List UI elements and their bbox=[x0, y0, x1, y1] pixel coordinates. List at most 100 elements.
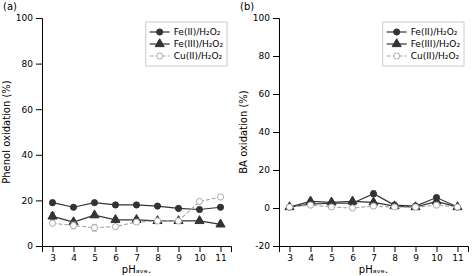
tick-mark bbox=[74, 246, 75, 252]
tick-label: 8 bbox=[392, 253, 398, 263]
tick: 80 bbox=[259, 51, 279, 61]
tick-label: 6 bbox=[113, 253, 119, 263]
error-bar bbox=[371, 191, 376, 197]
tick-mark bbox=[332, 246, 333, 252]
point bbox=[133, 202, 139, 208]
tick-label: 9 bbox=[413, 253, 419, 263]
tick: 6 bbox=[113, 246, 119, 263]
point bbox=[286, 204, 292, 210]
tick: 8 bbox=[155, 246, 161, 263]
point bbox=[154, 218, 160, 224]
legend-box bbox=[383, 22, 464, 66]
error-bar bbox=[92, 224, 97, 231]
axis-line bbox=[36, 19, 43, 247]
tick-label: 6 bbox=[350, 253, 356, 263]
x-axis-title: pHₐᵥₑ. bbox=[122, 264, 151, 275]
tick-label: 20 bbox=[259, 165, 271, 175]
y-axis-title: BA oxidation (%) bbox=[238, 90, 249, 174]
legend-swatch-marker bbox=[155, 39, 164, 47]
tick-mark bbox=[273, 18, 279, 19]
point bbox=[48, 211, 57, 219]
legend-item: Fe(II)/H₂O₂ bbox=[150, 27, 221, 37]
tick-label: 4 bbox=[71, 253, 77, 263]
tick: 3 bbox=[287, 246, 293, 263]
tick: 8 bbox=[392, 246, 398, 263]
tick-mark bbox=[200, 246, 201, 252]
point bbox=[90, 210, 99, 218]
point bbox=[411, 202, 420, 210]
point bbox=[217, 194, 223, 200]
tick-mark bbox=[437, 246, 438, 252]
tick: 7 bbox=[134, 246, 140, 263]
tick-label: 40 bbox=[259, 127, 271, 137]
x-axis-title: pHₐᵥₑ. bbox=[359, 264, 388, 275]
tick: -20 bbox=[255, 241, 279, 251]
tick-label: 5 bbox=[92, 253, 98, 263]
figure: 34567891011020406080100pHₐᵥₑ.Phenol oxid… bbox=[0, 0, 474, 276]
tick: 5 bbox=[329, 246, 335, 263]
point bbox=[112, 202, 118, 208]
tick-mark bbox=[416, 246, 417, 252]
tick: 20 bbox=[259, 165, 279, 175]
legend-item: Fe(II)/H₂O₂ bbox=[387, 27, 458, 37]
point bbox=[285, 202, 294, 210]
tick: 4 bbox=[71, 246, 77, 263]
axis-line bbox=[43, 247, 232, 253]
axis-line bbox=[273, 19, 280, 247]
tick-label: 80 bbox=[259, 51, 271, 61]
point bbox=[175, 205, 181, 211]
legend-swatch-marker bbox=[392, 39, 401, 47]
legend-label: Fe(III)/H₂O₂ bbox=[174, 39, 224, 49]
tick-label: 0 bbox=[264, 203, 270, 213]
legend-swatch-marker bbox=[394, 29, 400, 35]
panel: 34567891011-20020406080100pHₐᵥₑ.BA oxida… bbox=[238, 1, 469, 275]
series bbox=[49, 194, 223, 231]
legend-label: Fe(II)/H₂O₂ bbox=[174, 27, 221, 37]
tick-mark bbox=[273, 246, 279, 247]
tick-mark bbox=[158, 246, 159, 252]
legend-item: Cu(II)/H₂O₂ bbox=[150, 51, 223, 61]
plot-area: 34567891011020406080100pHₐᵥₑ.Phenol oxid… bbox=[1, 13, 232, 275]
tick: 11 bbox=[452, 246, 463, 263]
tick-mark bbox=[353, 246, 354, 252]
legend: Fe(II)/H₂O₂ Fe(III)/H₂O₂ Cu(II)/H₂O₂ bbox=[383, 22, 464, 66]
legend-label: Cu(II)/H₂O₂ bbox=[174, 51, 223, 61]
tick: 5 bbox=[92, 246, 98, 263]
tick-mark bbox=[36, 64, 42, 65]
y-axis-title: Phenol oxidation (%) bbox=[1, 80, 12, 184]
tick-mark bbox=[273, 170, 279, 171]
point bbox=[91, 200, 97, 206]
tick: 4 bbox=[308, 246, 314, 263]
series bbox=[285, 196, 462, 210]
series-line bbox=[53, 215, 221, 224]
point bbox=[70, 222, 76, 228]
panel: 34567891011020406080100pHₐᵥₑ.Phenol oxid… bbox=[1, 1, 232, 275]
legend-item: Cu(II)/H₂O₂ bbox=[387, 51, 460, 61]
panel-label: (a) bbox=[3, 1, 17, 12]
plot-area: 34567891011-20020406080100pHₐᵥₑ.BA oxida… bbox=[238, 13, 469, 275]
point bbox=[174, 216, 183, 224]
series-line bbox=[53, 197, 221, 228]
point bbox=[370, 191, 376, 197]
point bbox=[175, 218, 181, 224]
point bbox=[216, 219, 225, 227]
tick-mark bbox=[53, 246, 54, 252]
point bbox=[412, 204, 418, 210]
legend-label: Fe(III)/H₂O₂ bbox=[411, 39, 461, 49]
tick-mark bbox=[36, 155, 42, 156]
point bbox=[196, 206, 202, 212]
point bbox=[286, 204, 292, 210]
tick-label: 4 bbox=[308, 253, 314, 263]
point bbox=[307, 202, 313, 208]
point bbox=[391, 204, 397, 210]
tick-mark bbox=[36, 109, 42, 110]
series bbox=[286, 191, 460, 210]
point bbox=[70, 204, 76, 210]
tick: 100 bbox=[16, 13, 42, 23]
tick-mark bbox=[116, 246, 117, 252]
tick-label: 40 bbox=[22, 150, 34, 160]
tick-label: 60 bbox=[22, 105, 34, 115]
tick: 0 bbox=[27, 241, 42, 251]
point bbox=[49, 200, 55, 206]
tick-label: 8 bbox=[155, 253, 161, 263]
